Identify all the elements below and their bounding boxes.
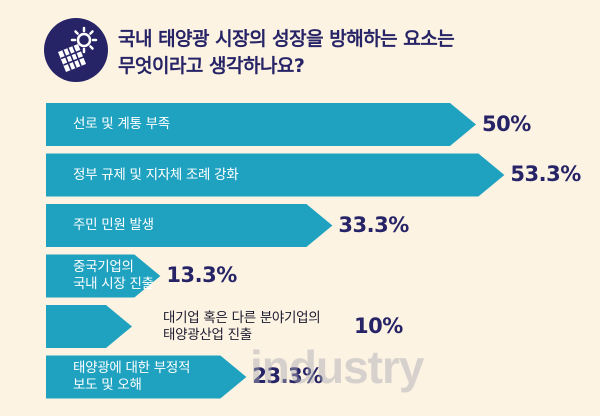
- bar-label-1-line-1: 선로 및 계통 부족: [73, 116, 170, 132]
- bar-label-6-line-1: 태양광에 대한 부정적: [73, 360, 191, 376]
- value-label-1: 50%: [482, 111, 531, 136]
- value-label-4: 13.3%: [166, 263, 237, 287]
- bar-label-2: 정부 규제 및 지자체 조례 강화: [73, 166, 239, 184]
- value-label-6: 23.3%: [252, 364, 323, 388]
- bar-label-5-line-2: 태양광산업 진출: [163, 326, 252, 343]
- bar-5: [46, 305, 132, 348]
- bar-label-6-line-2: 보도 및 오해: [73, 377, 142, 393]
- bar-label-6: 태양광에 대한 부정적 보도 및 오해: [73, 360, 190, 394]
- chart-header: 국내 태양광 시장의 성장을 방해하는 요소는 무엇이라고 생각하나요?: [0, 0, 600, 96]
- value-label-3: 33.3%: [338, 212, 409, 237]
- bar-label-4: 중국기업의 국내 시장 진출: [73, 259, 154, 293]
- chart-title-line-1: 국내 태양광 시장의 성장을 방해하는 요소는: [118, 28, 455, 50]
- value-label-5: 10%: [354, 313, 403, 338]
- bar-label-3: 주민 민원 발생: [73, 217, 154, 234]
- chart-title-line-2: 무엇이라고 생각하나요?: [118, 55, 305, 77]
- bar-6: [46, 355, 247, 399]
- bar-label-2-line-1: 정부 규제 및 지자체 조례 강화: [73, 166, 239, 183]
- bar-label-5: 대기업 혹은 다른 분야기업의 태양광산업 진출: [163, 309, 321, 344]
- chart-title: 국내 태양광 시장의 성장을 방해하는 요소는 무엇이라고 생각하나요?: [118, 26, 578, 80]
- watermark: industry: [250, 341, 424, 393]
- bar-label-3-line-1: 주민 민원 발생: [73, 217, 154, 233]
- bar-4: [46, 254, 161, 298]
- solar-panel-sun-icon: [44, 18, 108, 82]
- bar-2: [46, 153, 505, 197]
- bar-label-4-line-2: 국내 시장 진출: [73, 276, 154, 292]
- bar-1: [46, 103, 476, 146]
- bar-label-4-line-1: 중국기업의: [73, 259, 134, 275]
- bar-3: [46, 204, 333, 247]
- bar-label-1: 선로 및 계통 부족: [73, 116, 170, 133]
- value-label-2: 53.3%: [510, 162, 581, 186]
- bar-label-5-line-1: 대기업 혹은 다른 분야기업의: [163, 309, 321, 326]
